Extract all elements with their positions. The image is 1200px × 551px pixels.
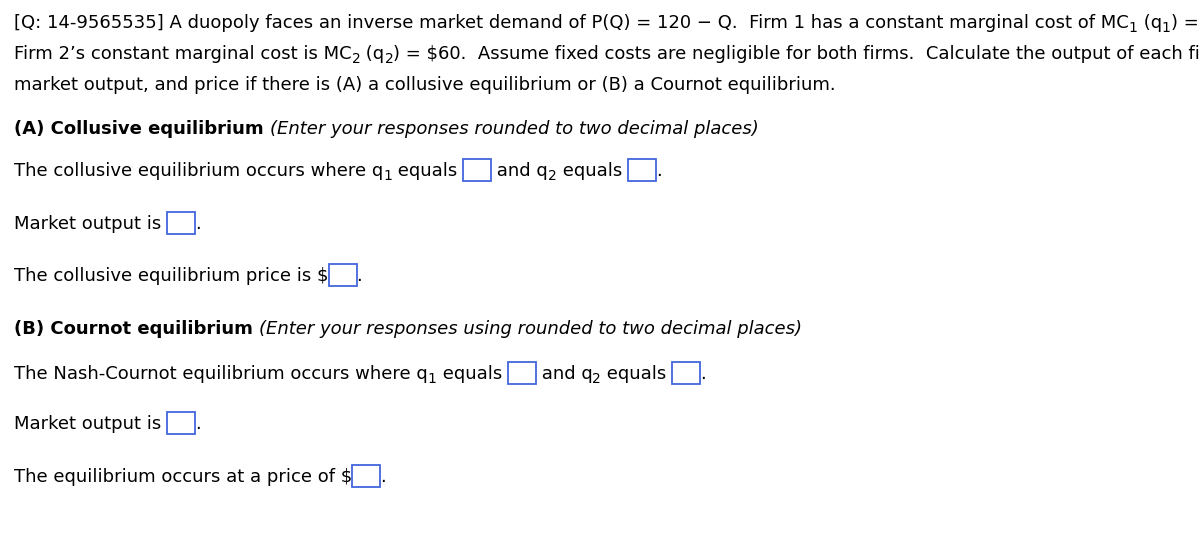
Text: equals: equals bbox=[392, 162, 463, 180]
Text: ) = $30.: ) = $30. bbox=[1171, 14, 1200, 32]
Bar bbox=[329, 264, 356, 286]
Text: .: . bbox=[194, 415, 200, 433]
Text: 2: 2 bbox=[593, 372, 601, 386]
Text: market output, and price if there is (A) a collusive equilibrium or (B) a Courno: market output, and price if there is (A)… bbox=[14, 76, 835, 94]
Text: 2: 2 bbox=[352, 52, 360, 67]
Bar bbox=[672, 362, 700, 384]
Bar bbox=[508, 362, 535, 384]
Text: (q: (q bbox=[360, 45, 384, 63]
Text: 1: 1 bbox=[427, 372, 437, 386]
Text: equals: equals bbox=[557, 162, 628, 180]
Text: and q: and q bbox=[491, 162, 548, 180]
Text: (B) Cournot equilibrium: (B) Cournot equilibrium bbox=[14, 320, 259, 338]
Text: The equilibrium occurs at a price of $: The equilibrium occurs at a price of $ bbox=[14, 468, 353, 486]
Bar bbox=[167, 412, 194, 434]
Text: (A) Collusive equilibrium: (A) Collusive equilibrium bbox=[14, 120, 270, 138]
Text: 1: 1 bbox=[1129, 21, 1138, 35]
Bar bbox=[167, 212, 194, 234]
Text: Market output is: Market output is bbox=[14, 415, 167, 433]
Text: (Enter your responses rounded to two decimal places): (Enter your responses rounded to two dec… bbox=[270, 120, 758, 138]
Bar bbox=[353, 465, 380, 487]
Text: ) = $60.  Assume fixed costs are negligible for both firms.  Calculate the outpu: ) = $60. Assume fixed costs are negligib… bbox=[394, 45, 1200, 63]
Bar bbox=[463, 159, 491, 181]
Text: Firm 2’s constant marginal cost is MC: Firm 2’s constant marginal cost is MC bbox=[14, 45, 352, 63]
Text: The collusive equilibrium occurs where q: The collusive equilibrium occurs where q bbox=[14, 162, 383, 180]
Text: 2: 2 bbox=[548, 170, 557, 183]
Text: The Nash-Cournot equilibrium occurs where q: The Nash-Cournot equilibrium occurs wher… bbox=[14, 365, 427, 383]
Text: equals: equals bbox=[437, 365, 508, 383]
Text: .: . bbox=[194, 215, 200, 233]
Text: Market output is: Market output is bbox=[14, 215, 167, 233]
Text: [Q: 14-9565535] A duopoly faces an inverse market demand of P(Q) = 120 − Q.  Fir: [Q: 14-9565535] A duopoly faces an inver… bbox=[14, 14, 1129, 32]
Text: .: . bbox=[655, 162, 661, 180]
Text: The collusive equilibrium price is $: The collusive equilibrium price is $ bbox=[14, 267, 329, 285]
Text: .: . bbox=[380, 468, 386, 486]
Bar bbox=[628, 159, 655, 181]
Text: (q: (q bbox=[1138, 14, 1162, 32]
Text: .: . bbox=[700, 365, 706, 383]
Text: (Enter your responses using rounded to two decimal places): (Enter your responses using rounded to t… bbox=[259, 320, 802, 338]
Text: 1: 1 bbox=[383, 170, 392, 183]
Text: 2: 2 bbox=[384, 52, 394, 67]
Text: and q: and q bbox=[535, 365, 593, 383]
Text: 1: 1 bbox=[1162, 21, 1171, 35]
Text: equals: equals bbox=[601, 365, 672, 383]
Text: .: . bbox=[356, 267, 362, 285]
